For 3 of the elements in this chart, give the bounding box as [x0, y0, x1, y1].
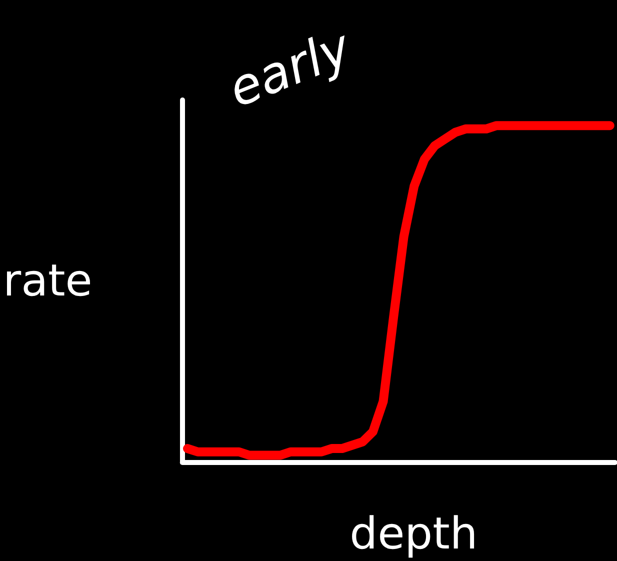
y-axis-title: rate	[3, 256, 92, 306]
chart-title: early	[220, 18, 360, 119]
x-axis-title: depth	[350, 508, 478, 560]
